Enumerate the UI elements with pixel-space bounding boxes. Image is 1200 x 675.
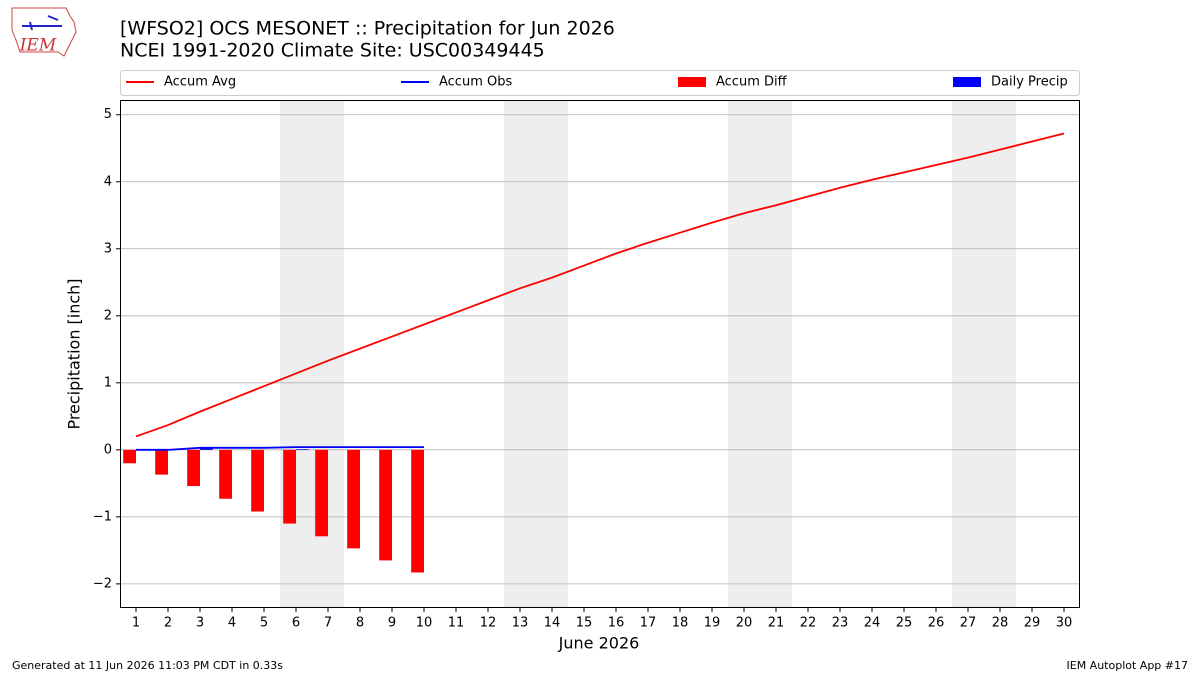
- shaded-span: [952, 100, 1016, 608]
- x-tick-label: 18: [672, 616, 689, 631]
- x-tick-label: 23: [832, 616, 849, 631]
- x-tick-label: 7: [324, 616, 332, 631]
- bar: [251, 449, 264, 512]
- bar: [315, 449, 328, 537]
- bar: [296, 449, 309, 450]
- logo: IEM: [11, 7, 77, 57]
- chart-title: [WFSO2] OCS MESONET :: Precipitation for…: [120, 18, 615, 40]
- footer-right: IEM Autoplot App #17: [1067, 659, 1189, 672]
- x-tick-label: 10: [416, 616, 433, 631]
- x-tick-label: 30: [1056, 616, 1073, 631]
- shaded-span: [728, 100, 792, 608]
- legend-label: Accum Diff: [716, 75, 788, 90]
- x-tick-label: 8: [356, 616, 364, 631]
- x-tick-label: 9: [388, 616, 396, 631]
- y-tick-label: −2: [93, 576, 112, 591]
- x-axis-label: June 2026: [558, 634, 640, 653]
- x-tick-label: 21: [768, 616, 785, 631]
- x-tick-label: 19: [704, 616, 721, 631]
- logo-text: IEM: [19, 36, 57, 56]
- y-axis-label: Precipitation [inch]: [65, 278, 84, 429]
- x-tick-label: 2: [164, 616, 172, 631]
- x-tick-label: 3: [196, 616, 204, 631]
- chart-subtitle: NCEI 1991-2020 Climate Site: USC00349445: [120, 40, 545, 62]
- bar: [283, 449, 296, 524]
- y-tick-label: −1: [93, 509, 112, 524]
- legend-label: Daily Precip: [991, 75, 1068, 90]
- y-tick-label: 0: [104, 442, 112, 457]
- x-tick-label: 20: [736, 616, 753, 631]
- bar: [347, 449, 360, 549]
- x-tick-label: 6: [292, 616, 300, 631]
- x-tick-label: 25: [896, 616, 913, 631]
- bar: [187, 449, 200, 487]
- shaded-span: [504, 100, 568, 608]
- x-tick-label: 5: [260, 616, 268, 631]
- legend-swatch: [953, 77, 981, 87]
- legend-label: Accum Obs: [439, 75, 512, 90]
- legend-swatch: [678, 77, 706, 87]
- y-tick-label: 1: [104, 375, 112, 390]
- bar: [411, 449, 424, 573]
- x-tick-label: 4: [228, 616, 236, 631]
- shaded-span: [280, 100, 344, 608]
- line: [136, 446, 424, 451]
- bar: [155, 449, 168, 475]
- y-tick-label: 2: [104, 308, 112, 323]
- x-tick-label: 29: [1024, 616, 1041, 631]
- y-tick-label: 5: [104, 107, 112, 122]
- bar: [219, 449, 232, 499]
- x-tick-label: 24: [864, 616, 881, 631]
- x-tick-label: 22: [800, 616, 817, 631]
- x-tick-label: 28: [992, 616, 1009, 631]
- y-tick-label: 4: [104, 174, 112, 189]
- x-tick-label: 27: [960, 616, 977, 631]
- plot-area: [120, 100, 1080, 608]
- bar: [123, 449, 136, 464]
- x-tick-label: 16: [608, 616, 625, 631]
- y-tick-label: 3: [104, 241, 112, 256]
- x-tick-label: 11: [448, 616, 465, 631]
- x-tick-label: 15: [576, 616, 593, 631]
- logo-outline: [11, 7, 77, 57]
- x-tick-label: 12: [480, 616, 497, 631]
- plot-frame: [120, 100, 1080, 608]
- bar: [379, 449, 392, 561]
- x-tick-label: 13: [512, 616, 529, 631]
- footer-left: Generated at 11 Jun 2026 11:03 PM CDT in…: [12, 659, 283, 672]
- legend-box: [120, 70, 1080, 96]
- x-tick-label: 17: [640, 616, 657, 631]
- x-tick-label: 1: [132, 616, 140, 631]
- legend-label: Accum Avg: [164, 75, 236, 90]
- x-tick-label: 14: [544, 616, 561, 631]
- x-tick-label: 26: [928, 616, 945, 631]
- bar: [200, 447, 213, 450]
- line: [135, 132, 1065, 438]
- logo-icon: [22, 15, 62, 31]
